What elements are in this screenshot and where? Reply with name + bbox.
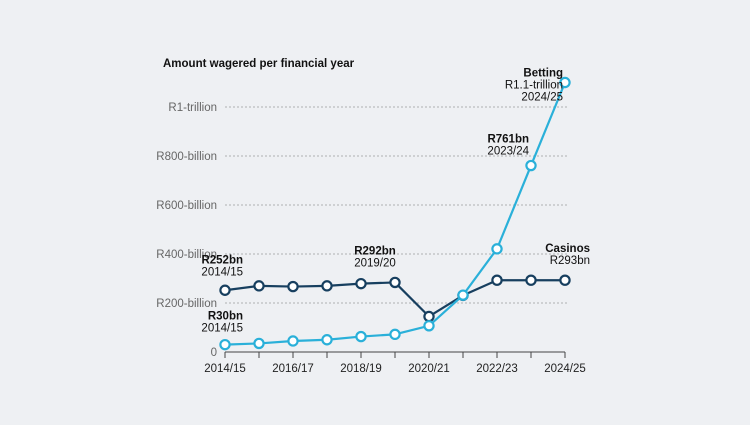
x-tick-label: 2016/17: [272, 363, 314, 375]
x-tick-label: 2020/21: [408, 363, 450, 375]
y-tick-label: R600-billion: [156, 200, 217, 212]
y-tick-label: R800-billion: [156, 151, 217, 163]
y-tick-label: 0: [211, 347, 217, 359]
data-point: [253, 337, 265, 350]
annotation-value: Betting: [523, 68, 563, 80]
grid-lines: [225, 106, 567, 304]
data-point: [219, 284, 231, 296]
data-point: [559, 76, 571, 89]
chart-title: Amount wagered per financial year: [163, 58, 355, 70]
series-casinos: [219, 274, 571, 323]
data-point: [525, 274, 537, 286]
annotation-value: R30bn: [208, 311, 243, 323]
x-tick-labels: 2014/15 2016/17 2018/19 2020/21 2022/23 2024/…: [204, 363, 586, 375]
data-point: [559, 274, 571, 286]
annotation-label: 2014/15: [201, 266, 243, 278]
annotation-value: R252bn: [201, 254, 243, 266]
annotation-value: R761bn: [487, 134, 529, 146]
x-tick-label: 2022/23: [476, 363, 518, 375]
data-point: [525, 159, 537, 172]
x-tick-label: 2014/15: [204, 363, 246, 375]
x-tick-label: 2024/25: [544, 363, 586, 375]
series-line: [224, 82, 567, 346]
x-axis: [224, 351, 566, 358]
annotation-label: 2023/24: [487, 146, 529, 158]
annotation-value: R292bn: [354, 245, 396, 257]
y-tick-label: R1-trillion: [168, 102, 217, 114]
data-point: [457, 289, 469, 301]
data-point: [219, 338, 231, 351]
annotations: R252bn2014/15R292bn2019/20CasinosR293bnR…: [201, 68, 590, 335]
data-point: [321, 280, 333, 292]
annotation-label: R293bn: [550, 255, 590, 267]
data-point: [355, 330, 367, 343]
data-point: [321, 334, 333, 346]
series-betting: [219, 76, 571, 351]
annotation-label: 2019/20: [354, 257, 396, 269]
data-point: [423, 310, 435, 323]
data-point: [491, 274, 503, 286]
data-point: [355, 277, 367, 290]
data-point: [491, 243, 503, 255]
data-point: [287, 335, 299, 347]
series-group: [219, 76, 571, 351]
annotation-label: 2014/15: [201, 323, 243, 335]
annotation-label: R1.1-trillion: [505, 80, 563, 92]
data-point: [389, 328, 401, 341]
data-point: [423, 320, 435, 332]
data-point: [253, 280, 265, 292]
data-point: [287, 280, 299, 293]
y-tick-label: R200-billion: [156, 298, 217, 310]
annotation-value: Casinos: [545, 243, 590, 255]
x-tick-label: 2018/19: [340, 363, 382, 375]
y-tick-label: R400-billion: [156, 249, 217, 261]
annotation-label: 2024/25: [521, 92, 563, 104]
y-axis: 0 R200-billion R400-billion R600-billion R80…: [156, 102, 217, 359]
data-point: [389, 276, 401, 289]
